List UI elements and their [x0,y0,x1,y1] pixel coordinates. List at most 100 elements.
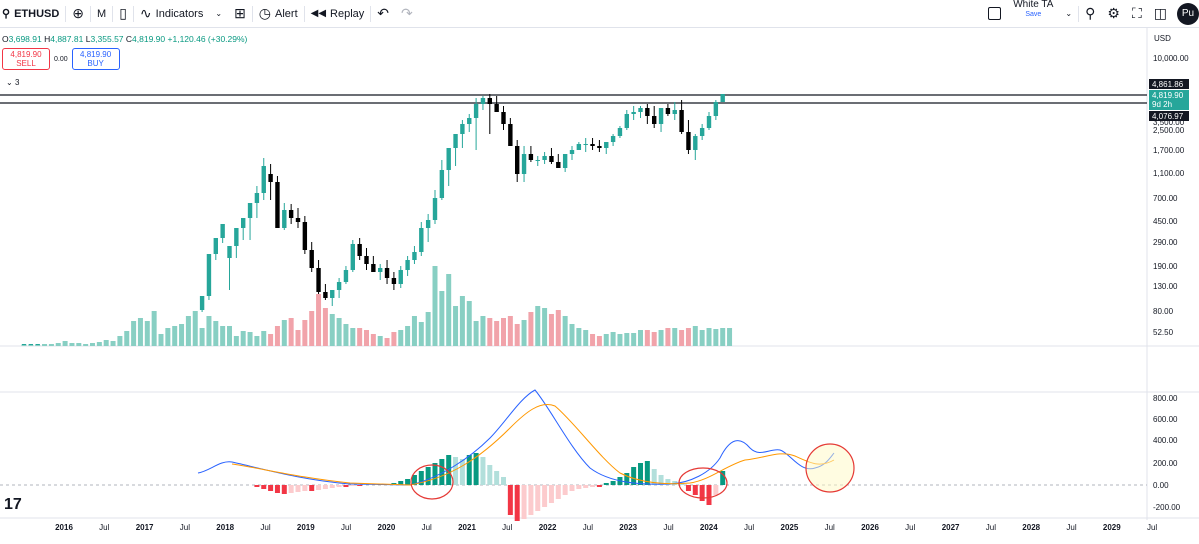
chart-area[interactable]: USD 10,000.00 3,500.002,500.00 1,700.00 1,10… [0,28,1199,544]
candle-body [624,114,629,128]
macd-histogram-bar [459,459,465,485]
layout-name-button[interactable]: White TA Save [1007,0,1059,27]
plus-circle-icon: ⊕ [72,5,85,21]
replay-button[interactable]: ◀◀ Replay [305,0,371,27]
sell-button[interactable]: 4,819.90 SELL [2,48,50,70]
candle [720,94,725,102]
layouts-button[interactable]: ⊞ [228,0,252,27]
volume-bar [322,308,328,346]
candle [199,296,205,312]
macd-histogram-bar [329,485,335,488]
macd-histogram-bar [590,485,596,487]
open-value: 3,698.91 [8,34,42,44]
candle-body [453,134,458,148]
candle [528,146,534,162]
macd-histogram-bar [501,477,506,485]
macd-histogram-bar [487,465,493,485]
macd-histogram-group [254,453,726,521]
time-tick-label: Jul [99,523,109,532]
volume-bar [459,296,465,346]
candle [631,106,636,120]
fullscreen-button[interactable]: ⛶ [1126,0,1148,27]
volume-bar [610,332,616,346]
candle [576,142,582,150]
candle [494,96,499,112]
candle-body [521,154,527,174]
indicators-collapse-toggle[interactable]: ⌄ 3 [6,78,19,87]
candle-body [699,128,705,136]
volume-bar [302,320,308,346]
buy-button[interactable]: 4,819.90 BUY [71,48,120,70]
indicators-button[interactable]: ∿ Indicators ⌄ [134,0,228,27]
candle [412,246,417,264]
divider [132,5,134,22]
snapshot-button[interactable]: ◫ [1148,0,1173,27]
volume-bar [528,312,534,346]
avatar[interactable]: Pu [1177,2,1199,25]
macd-histogram-bar [706,485,712,505]
macd-tick-label: 200.00 [1153,459,1178,468]
time-tick-label: Jul [583,523,593,532]
price-tick-label: 3,500.00 [1153,118,1185,127]
price-tick-label: 1,100.00 [1153,169,1185,178]
candle-body [562,154,568,168]
candle [515,140,520,182]
macd-histogram-bar [418,471,424,485]
ohlc-legend: O3,698.91 H4,887.81 L3,355.57 C4,819.90 … [2,34,248,44]
candles-group [21,94,725,346]
candle [241,218,246,240]
volume-bar [603,334,609,346]
macd-histogram-bar [603,483,609,485]
quick-search-button[interactable]: ⚲ [1079,0,1101,27]
chart-type-button[interactable]: ▯ [113,0,133,27]
volume-bar [370,334,376,346]
undo-button[interactable]: ↶ [371,0,395,27]
search-icon: ⚲ [2,8,11,20]
macd-histogram-bar [507,485,513,515]
symbol-search[interactable]: ⚲ ETHUSD [0,0,65,27]
candle-body [460,124,465,134]
volume-bar [562,316,568,346]
high-value: 4,887.81 [50,34,84,44]
macd-histogram-bar [569,485,575,491]
macd-histogram-bar [576,485,582,489]
layout-checkbox[interactable] [982,0,1007,27]
candle [590,138,595,150]
volume-bar [21,345,27,346]
time-tick-label: 2024 [700,523,718,532]
macd-histogram-bar [302,485,308,491]
volume-bar [329,314,335,346]
candle-body [528,154,534,160]
redo-button[interactable]: ↷ [395,0,419,27]
candle [295,208,301,228]
candle-body [501,112,506,124]
symbol-name: ETHUSD [14,7,60,20]
buy-price: 4,819.90 [80,50,112,59]
candle [610,134,616,146]
candle-body [720,94,725,102]
volume-bar [220,326,226,346]
price-tick-label: 190.00 [1153,262,1178,271]
settings-button[interactable]: ⚙ [1101,0,1126,27]
candle [371,256,376,272]
compare-symbol-button[interactable]: ⊕ [66,0,90,27]
candle [487,94,492,134]
macd-histogram-bar [268,485,274,491]
divider [370,5,372,22]
candle [268,164,273,200]
layout-menu-button[interactable]: ⌄ [1059,0,1078,27]
volume-bar [480,316,486,346]
time-tick-label: Jul [905,523,915,532]
alert-button[interactable]: ◷ Alert [253,0,304,27]
macd-histogram-bar [596,485,602,487]
volume-bar [713,329,719,346]
interval-button[interactable]: M [91,0,112,27]
time-tick-label: 2016 [55,523,73,532]
time-tick-label: 2021 [458,523,476,532]
volume-bar [631,333,637,346]
volume-bar [192,311,198,346]
time-tick-label: Jul [1066,523,1076,532]
volume-bar [137,318,143,346]
candle [384,260,390,284]
candle [473,98,479,150]
